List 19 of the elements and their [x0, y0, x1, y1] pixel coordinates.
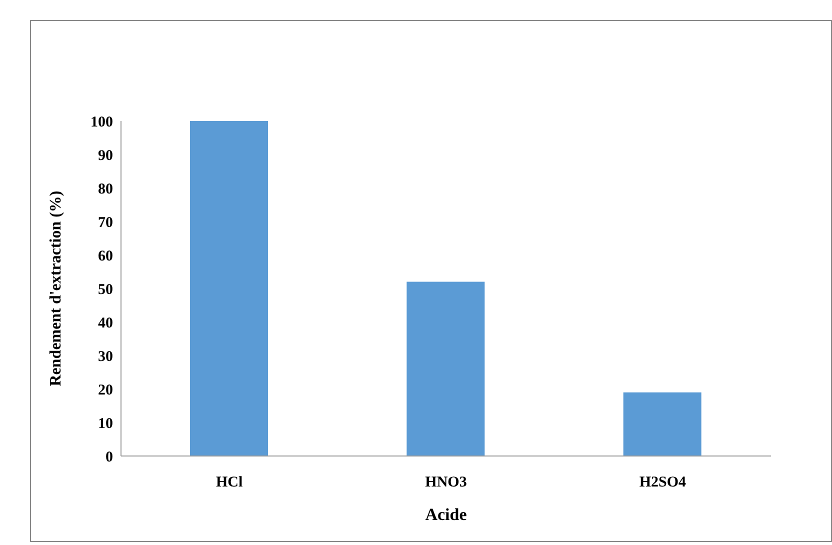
y-tick-label: 100 [90, 114, 113, 130]
y-tick-label: 70 [98, 214, 113, 231]
y-tick-label: 80 [98, 181, 113, 198]
x-axis-title: Acide [425, 505, 468, 524]
x-tick-label: HCl [216, 474, 243, 491]
y-tick-label: 90 [98, 148, 113, 164]
y-tick-label: 10 [98, 416, 113, 432]
bar [190, 121, 268, 456]
y-tick-label: 40 [98, 315, 113, 332]
x-tick-label: H2SO4 [639, 474, 686, 491]
y-tick-label: 0 [106, 449, 113, 466]
y-axis-title: Rendement d'extraction (%) [48, 190, 65, 386]
x-tick-label: HNO3 [425, 474, 467, 491]
y-tick-label: 30 [98, 348, 113, 365]
bar [406, 282, 485, 456]
y-tick-label: 60 [98, 248, 113, 264]
y-tick-label: 50 [98, 282, 113, 298]
y-tick-label: 20 [98, 382, 113, 398]
bar [623, 392, 702, 456]
